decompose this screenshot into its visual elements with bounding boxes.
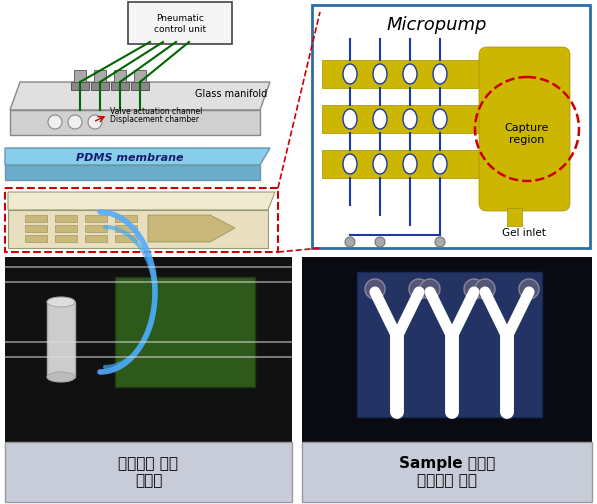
Bar <box>485 150 489 178</box>
Text: Gel inlet: Gel inlet <box>502 228 546 238</box>
Bar <box>115 277 255 387</box>
Bar <box>485 60 489 88</box>
Polygon shape <box>10 110 260 135</box>
Bar <box>114 70 126 84</box>
Bar <box>85 235 107 242</box>
Ellipse shape <box>343 154 357 174</box>
Bar <box>25 215 47 222</box>
Bar <box>55 235 77 242</box>
Bar <box>91 82 109 90</box>
Ellipse shape <box>343 64 357 84</box>
Circle shape <box>519 279 539 299</box>
Text: 마이크로 펜프
시스템: 마이크로 펜프 시스템 <box>118 456 179 488</box>
Bar <box>71 82 89 90</box>
Ellipse shape <box>403 109 417 129</box>
Circle shape <box>475 279 495 299</box>
Bar <box>115 215 137 222</box>
Bar <box>115 225 137 232</box>
Ellipse shape <box>47 372 75 382</box>
Circle shape <box>48 115 62 129</box>
Polygon shape <box>5 165 260 180</box>
Bar <box>74 70 86 84</box>
Bar <box>322 105 487 133</box>
Text: Micropump: Micropump <box>387 16 487 34</box>
Circle shape <box>420 279 440 299</box>
Circle shape <box>375 237 385 247</box>
Text: Glass manifold: Glass manifold <box>195 89 267 99</box>
Bar <box>322 150 487 178</box>
Ellipse shape <box>47 297 75 307</box>
Ellipse shape <box>403 154 417 174</box>
Circle shape <box>409 279 429 299</box>
Text: Displacement chamber: Displacement chamber <box>110 115 199 124</box>
Text: Sample 전처리
마이크로 소자: Sample 전처리 마이크로 소자 <box>399 456 495 488</box>
Ellipse shape <box>403 64 417 84</box>
Bar <box>507 208 522 226</box>
Bar <box>485 105 489 133</box>
Bar <box>25 225 47 232</box>
Circle shape <box>345 237 355 247</box>
Polygon shape <box>5 148 270 165</box>
Ellipse shape <box>373 154 387 174</box>
Ellipse shape <box>433 109 447 129</box>
Polygon shape <box>8 192 275 210</box>
Bar <box>47 302 75 377</box>
Bar <box>111 82 129 90</box>
FancyBboxPatch shape <box>312 5 590 248</box>
Bar <box>94 70 106 84</box>
Ellipse shape <box>433 154 447 174</box>
Text: Capture
region: Capture region <box>505 123 549 145</box>
Text: PDMS membrane: PDMS membrane <box>76 153 184 163</box>
FancyBboxPatch shape <box>5 442 292 502</box>
Bar <box>55 215 77 222</box>
Bar <box>85 215 107 222</box>
Bar <box>5 257 292 442</box>
Ellipse shape <box>373 64 387 84</box>
Ellipse shape <box>433 64 447 84</box>
FancyBboxPatch shape <box>128 2 232 44</box>
Ellipse shape <box>373 109 387 129</box>
Polygon shape <box>8 210 268 248</box>
Circle shape <box>68 115 82 129</box>
Bar <box>322 60 487 88</box>
Bar <box>131 82 149 90</box>
Text: Pneumatic
control unit: Pneumatic control unit <box>154 14 206 34</box>
Circle shape <box>365 279 385 299</box>
Bar <box>357 272 542 417</box>
FancyBboxPatch shape <box>302 442 592 502</box>
Circle shape <box>464 279 484 299</box>
Bar <box>25 235 47 242</box>
Bar <box>134 70 146 84</box>
Bar <box>85 225 107 232</box>
Bar <box>115 235 137 242</box>
Circle shape <box>88 115 102 129</box>
Polygon shape <box>10 82 270 110</box>
Polygon shape <box>148 215 235 242</box>
Text: Valve actuation channel: Valve actuation channel <box>110 107 202 116</box>
Ellipse shape <box>343 109 357 129</box>
Bar <box>302 257 592 442</box>
FancyBboxPatch shape <box>479 47 570 211</box>
Bar <box>55 225 77 232</box>
Circle shape <box>435 237 445 247</box>
